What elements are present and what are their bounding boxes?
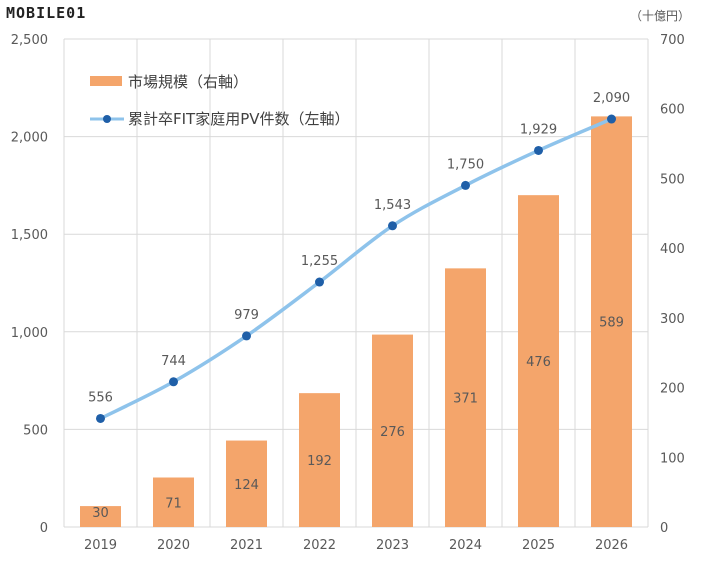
watermark-logo: MOBILE01 bbox=[6, 4, 87, 22]
left-axis-tick-label: 0 bbox=[40, 521, 48, 536]
bar-data-label: 71 bbox=[165, 496, 182, 511]
legend: 市場規模（右軸） 累計卒FIT家庭用PV件数（左軸） bbox=[90, 73, 350, 128]
legend-bar-swatch bbox=[90, 76, 122, 86]
bar-2026 bbox=[591, 116, 632, 527]
right-axis-tick-label: 100 bbox=[660, 451, 685, 466]
left-axis-tick-label: 1,000 bbox=[11, 326, 48, 341]
bar-2019 bbox=[80, 506, 121, 527]
line-data-label: 556 bbox=[88, 390, 113, 405]
right-axis-tick-label: 600 bbox=[660, 103, 685, 118]
left-axis-tick-label: 2,500 bbox=[11, 33, 48, 48]
axes: 0 500 1,000 1,500 2,000 2,500 0 100 200 300 400 500… bbox=[11, 33, 685, 553]
line-point-2020 bbox=[169, 377, 178, 387]
bar-data-label: 124 bbox=[234, 478, 259, 493]
right-axis-tick-label: 700 bbox=[660, 33, 685, 48]
x-axis-tick-label: 2020 bbox=[157, 538, 190, 553]
x-axis-tick-label: 2025 bbox=[522, 538, 555, 553]
line-point-2025 bbox=[534, 145, 543, 155]
line-point-2021 bbox=[242, 331, 251, 341]
line-data-label: 2,090 bbox=[593, 91, 630, 106]
right-axis-tick-label: 500 bbox=[660, 172, 685, 187]
x-axis-tick-label: 2019 bbox=[84, 538, 117, 553]
bar-2020 bbox=[153, 477, 194, 527]
left-axis-tick-label: 500 bbox=[23, 423, 48, 438]
line-data-label: 744 bbox=[161, 354, 186, 369]
right-axis-unit: （十億円） bbox=[630, 9, 690, 23]
left-axis-tick-label: 1,500 bbox=[11, 228, 48, 243]
legend-line-marker bbox=[103, 115, 111, 123]
bar-data-label: 589 bbox=[599, 316, 624, 331]
bar-data-label: 192 bbox=[307, 454, 332, 469]
line-point-2022 bbox=[315, 277, 324, 287]
x-axis-tick-label: 2024 bbox=[449, 538, 482, 553]
line-series: 556 744 979 1,255 1,543 1,750 1,929 2,090 bbox=[88, 91, 630, 423]
x-axis-tick-label: 2023 bbox=[376, 538, 409, 553]
bar-2023 bbox=[372, 334, 413, 527]
legend-line-label: 累計卒FIT家庭用PV件数（左軸） bbox=[128, 110, 350, 128]
line-path bbox=[99, 117, 613, 421]
bar-data-label: 276 bbox=[380, 425, 405, 440]
left-axis-tick-label: 2,000 bbox=[11, 131, 48, 146]
x-axis-tick-label: 2026 bbox=[595, 538, 628, 553]
bar-2025 bbox=[518, 195, 559, 527]
x-axis-tick-label: 2022 bbox=[303, 538, 336, 553]
bar-2021 bbox=[226, 440, 267, 527]
bar-2022 bbox=[299, 393, 340, 527]
line-data-label: 1,255 bbox=[301, 254, 338, 269]
line-point-2019 bbox=[96, 413, 105, 423]
bar-data-label: 30 bbox=[92, 506, 109, 521]
line-data-label: 1,750 bbox=[447, 157, 484, 172]
bar-series: 30 71 124 192 276 371 476 589 bbox=[80, 116, 632, 527]
line-data-label: 979 bbox=[234, 308, 259, 323]
bar-2024 bbox=[445, 268, 486, 527]
right-axis-tick-label: 0 bbox=[660, 521, 668, 536]
line-point-2026 bbox=[607, 114, 616, 124]
bar-data-label: 371 bbox=[453, 392, 478, 407]
line-data-label: 1,543 bbox=[374, 198, 411, 213]
x-axis-tick-label: 2021 bbox=[230, 538, 263, 553]
right-axis-tick-label: 300 bbox=[660, 312, 685, 327]
right-axis-tick-label: 200 bbox=[660, 382, 685, 397]
line-data-label: 1,929 bbox=[520, 122, 557, 137]
line-point-2023 bbox=[388, 221, 397, 231]
legend-bar-label: 市場規模（右軸） bbox=[128, 73, 248, 91]
right-axis-tick-label: 400 bbox=[660, 242, 685, 257]
line-point-2024 bbox=[461, 180, 470, 190]
bar-data-label: 476 bbox=[526, 355, 551, 370]
